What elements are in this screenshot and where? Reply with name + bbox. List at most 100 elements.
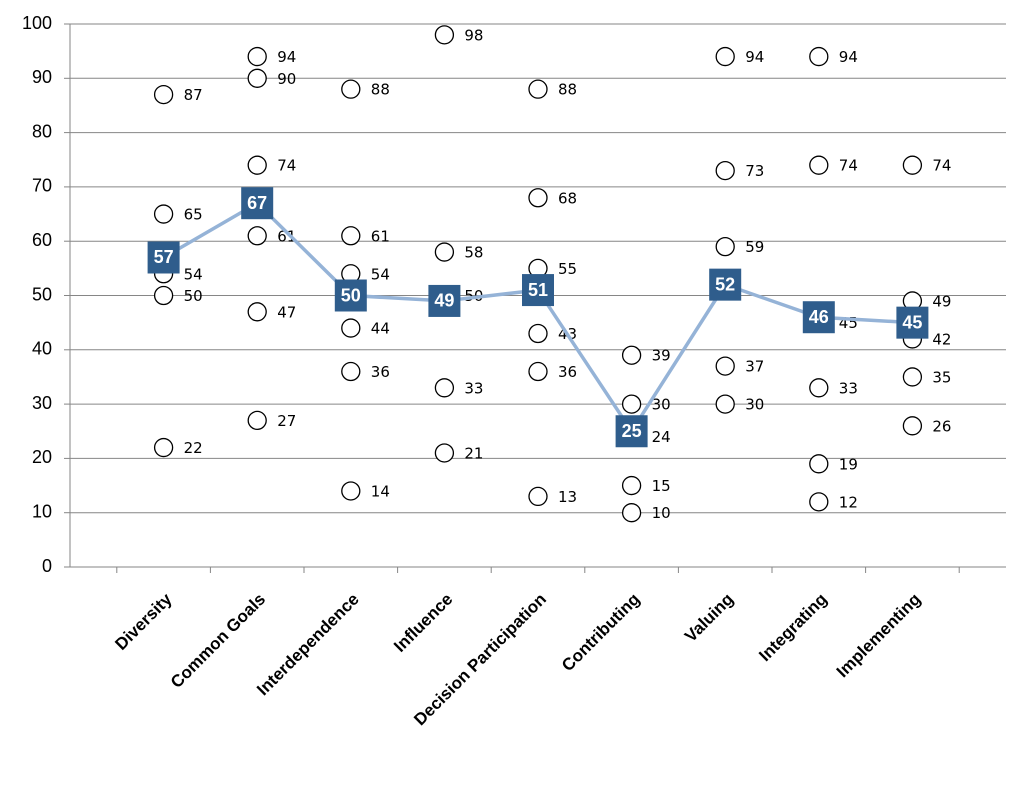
average-label: 46 xyxy=(809,307,829,327)
average-label: 52 xyxy=(715,274,735,294)
score-point xyxy=(341,79,361,99)
score-point xyxy=(341,318,361,338)
score-label: 44 xyxy=(371,320,390,338)
score-label: 12 xyxy=(839,493,858,511)
y-tick-label: 100 xyxy=(22,13,52,33)
score-label: 90 xyxy=(277,70,296,88)
score-label: 50 xyxy=(184,287,203,305)
average-line xyxy=(162,201,913,435)
score-label: 37 xyxy=(745,358,764,376)
score-label: 30 xyxy=(652,396,671,414)
score-label: 49 xyxy=(932,292,951,310)
score-point xyxy=(341,226,361,246)
score-point xyxy=(621,345,642,365)
score-label: 74 xyxy=(932,157,951,175)
average-box xyxy=(241,187,274,220)
score-point xyxy=(621,503,642,523)
score-point xyxy=(528,361,548,382)
score-label: 13 xyxy=(558,488,577,506)
x-tick-label: Influence xyxy=(390,590,456,656)
score-point xyxy=(902,155,923,175)
score-label: 27 xyxy=(277,412,296,430)
score-point xyxy=(809,378,829,398)
score-point xyxy=(621,394,642,414)
score-label: 15 xyxy=(652,477,671,495)
score-label: 61 xyxy=(371,227,390,245)
score-label: 36 xyxy=(558,363,577,381)
score-label: 87 xyxy=(184,86,203,104)
score-label: 94 xyxy=(745,48,764,66)
average-label: 50 xyxy=(341,285,361,305)
score-label: 10 xyxy=(652,504,671,522)
average-label: 49 xyxy=(434,291,454,311)
score-point xyxy=(715,46,735,67)
score-point xyxy=(434,242,455,262)
score-point xyxy=(809,492,829,512)
y-tick-label: 20 xyxy=(32,447,52,467)
score-point xyxy=(434,443,455,463)
score-point xyxy=(247,155,267,175)
y-tick-label: 60 xyxy=(32,230,52,250)
score-label: 88 xyxy=(371,81,390,99)
score-point xyxy=(434,378,455,398)
score-label: 65 xyxy=(184,206,203,224)
score-point xyxy=(621,475,642,496)
score-point xyxy=(153,285,174,306)
x-tick-label: Contributing xyxy=(558,590,644,676)
score-label: 33 xyxy=(839,379,858,397)
average-box xyxy=(802,301,835,334)
score-point xyxy=(902,416,923,436)
average-box xyxy=(522,274,554,307)
score-label: 74 xyxy=(277,157,296,175)
y-tick-label: 90 xyxy=(32,67,52,87)
score-point xyxy=(341,361,361,382)
average-label: 51 xyxy=(528,280,548,300)
score-label: 59 xyxy=(745,238,764,256)
score-point xyxy=(715,236,735,257)
x-tick-label: Integrating xyxy=(755,590,831,666)
score-label: 33 xyxy=(464,379,483,397)
score-label: 55 xyxy=(558,260,577,278)
score-label: 54 xyxy=(184,265,203,283)
y-tick-label: 80 xyxy=(32,121,52,141)
score-label: 94 xyxy=(277,48,296,66)
y-tick-label: 40 xyxy=(32,339,52,359)
average-label: 57 xyxy=(154,247,174,267)
score-label: 26 xyxy=(932,417,951,435)
score-point xyxy=(902,367,923,387)
average-label: 45 xyxy=(902,312,922,332)
score-point xyxy=(715,160,735,181)
score-label: 47 xyxy=(277,303,296,321)
score-point xyxy=(528,486,548,507)
score-label: 42 xyxy=(932,330,951,348)
score-point xyxy=(809,46,829,67)
score-label: 35 xyxy=(932,368,951,386)
score-label: 88 xyxy=(558,81,577,99)
score-point xyxy=(715,394,735,414)
score-point xyxy=(341,481,361,501)
score-point xyxy=(247,46,267,67)
score-label: 36 xyxy=(371,363,390,381)
average-box xyxy=(428,284,461,317)
y-tick-label: 30 xyxy=(32,393,52,413)
score-label: 94 xyxy=(839,48,858,66)
average-box xyxy=(896,306,929,339)
x-tick-label: Interdependence xyxy=(253,590,363,700)
score-point xyxy=(153,437,174,458)
score-point xyxy=(153,84,174,105)
average-box xyxy=(334,279,367,312)
score-label: 73 xyxy=(745,162,764,180)
score-label: 68 xyxy=(558,189,577,207)
score-point xyxy=(153,204,174,224)
score-label: 54 xyxy=(371,265,390,283)
average-box xyxy=(615,415,648,448)
score-point xyxy=(247,226,267,246)
score-point xyxy=(809,155,829,175)
score-point xyxy=(528,188,548,208)
score-point xyxy=(247,68,267,88)
score-point xyxy=(434,25,455,45)
average-box xyxy=(147,241,180,274)
score-point xyxy=(528,323,548,344)
score-label: 14 xyxy=(371,482,390,500)
